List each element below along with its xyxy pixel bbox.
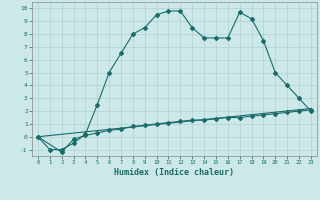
X-axis label: Humidex (Indice chaleur): Humidex (Indice chaleur) xyxy=(115,168,234,177)
